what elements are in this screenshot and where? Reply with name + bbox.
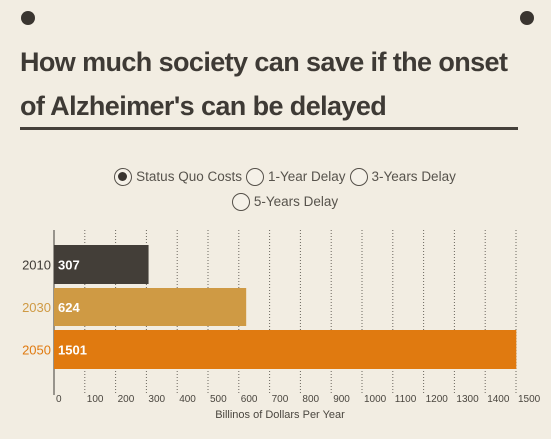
radio-1-year-delay[interactable]: 1-Year Delay (245, 166, 346, 187)
x-tick-label: 300 (148, 394, 165, 405)
x-tick-label: 400 (179, 394, 196, 405)
category-label: 2010 (22, 258, 51, 273)
bar-chart: 0 100 200 300 400 500 600 700 800 900 1000 1100 1200… (22, 230, 541, 421)
x-tick-label: 1200 (426, 394, 449, 405)
title-divider (20, 127, 518, 130)
bar-2010 (54, 245, 149, 284)
chart-title: How much society can save if the onset o… (20, 47, 508, 121)
x-tick-label: 0 (56, 394, 62, 405)
category-label: 2030 (22, 300, 51, 315)
x-axis-title: Billinos of Dollars Per Year (215, 409, 345, 421)
x-tick-label: 800 (302, 394, 319, 405)
radio-circle-icon[interactable] (114, 167, 133, 186)
bar-value-label: 624 (58, 300, 80, 315)
x-tick-label: 500 (210, 394, 227, 405)
x-tick-label: 1000 (364, 394, 387, 405)
category-label: 2050 (22, 343, 51, 358)
x-tick-label: 1400 (487, 394, 510, 405)
radio-circle-icon[interactable] (231, 192, 250, 211)
x-tick-label: 1300 (456, 394, 479, 405)
x-tick-label: 1100 (395, 394, 417, 405)
x-tick-label: 900 (333, 394, 350, 405)
scenario-radio-group: Status Quo Costs 1-Year Delay 3-Years De… (60, 166, 510, 212)
pin-left-decoration (21, 11, 35, 25)
bar-value-label: 1501 (58, 343, 87, 358)
x-tick-label: 600 (241, 394, 258, 405)
radio-label-status-quo: Status Quo Costs (136, 169, 242, 184)
bar-2030 (54, 288, 247, 326)
radio-circle-icon[interactable] (245, 167, 264, 186)
x-tick-label: 100 (87, 394, 104, 405)
x-tick-label: 1500 (518, 394, 541, 405)
bar-2050 (54, 330, 517, 369)
radio-status-quo[interactable]: Status Quo Costs (114, 166, 242, 187)
radio-label-5-years-delay: 5-Years Delay (253, 194, 339, 209)
radio-label-3-years-delay: 3-Years Delay (371, 169, 456, 184)
x-tick-label: 700 (272, 394, 289, 405)
bar-value-label: 307 (58, 258, 80, 273)
radio-3-years-delay[interactable]: 3-Years Delay (349, 166, 456, 187)
radio-label-1-year-delay: 1-Year Delay (267, 169, 346, 184)
radio-5-years-delay[interactable]: 5-Years Delay (231, 191, 339, 212)
radio-circle-icon[interactable] (349, 167, 368, 186)
pin-right-decoration (520, 11, 534, 25)
x-tick-label: 200 (118, 394, 135, 405)
